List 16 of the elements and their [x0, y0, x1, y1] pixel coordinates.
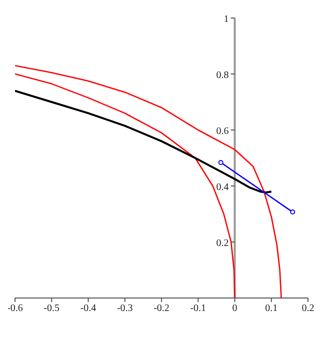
line-series	[15, 64, 282, 298]
x-tick-label: -0.2	[154, 303, 170, 314]
x-tick-label: -0.3	[116, 303, 133, 314]
y-tick-label: 0.8	[216, 70, 229, 81]
x-tick-label: -0.1	[190, 303, 206, 314]
line-series	[15, 73, 236, 298]
y-tick-label: 0.6	[216, 126, 229, 137]
x-tick-label: 0.2	[302, 303, 314, 314]
x-tick-label: 0.1	[265, 303, 278, 314]
y-tick-label: 0.4	[216, 182, 229, 193]
x-tick-label: -0.4	[80, 303, 96, 314]
y-tick-label: 0.2	[216, 238, 229, 249]
line-series	[15, 90, 272, 194]
y-tick-label: 1	[224, 14, 229, 25]
x-tick-label: -0.5	[44, 303, 60, 314]
x-tick-label: 0	[232, 303, 238, 314]
